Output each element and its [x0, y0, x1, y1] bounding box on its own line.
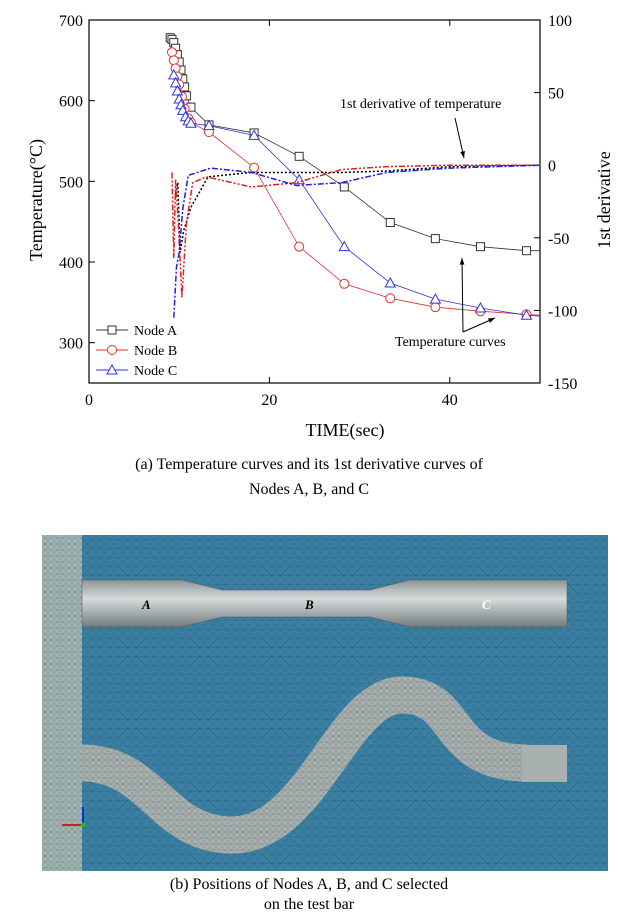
data-point	[167, 68, 180, 80]
y-tick-label: 700	[59, 13, 83, 30]
legend-marker	[107, 345, 117, 355]
data-point	[171, 84, 184, 96]
data-point	[185, 117, 197, 128]
arrow-head	[459, 258, 465, 265]
data-point	[474, 301, 487, 313]
x-tick-label: 20	[261, 392, 277, 409]
data-point	[249, 162, 260, 173]
data-point	[385, 217, 395, 227]
y2-tick-label: -50	[548, 231, 569, 248]
series-line-4	[171, 164, 540, 298]
caption-a-line2: Nodes A, B, and C	[249, 481, 369, 498]
data-point	[294, 151, 304, 161]
caption-a-line1: (a) Temperature curves and its 1st deriv…	[135, 456, 483, 473]
x-axis-label: TIME(sec)	[306, 420, 385, 441]
data-point	[384, 276, 397, 288]
series-line-1	[171, 52, 541, 316]
legend-label: Node A	[134, 324, 178, 339]
data-point	[429, 293, 442, 304]
annotation-temperature: Temperature curves	[395, 335, 506, 350]
y2-tick-label: 50	[548, 86, 564, 103]
caption-b-line1: (b) Positions of Nodes A, B, and C selec…	[169, 876, 449, 893]
y-tick-label: 500	[59, 174, 83, 191]
x-tick-label: 0	[85, 392, 93, 409]
data-point	[294, 241, 305, 252]
data-point	[521, 246, 531, 256]
data-point	[430, 234, 440, 244]
y2-tick-label: -100	[548, 303, 577, 320]
arrow-head	[460, 151, 465, 158]
y2-axis-label: 1st derivative	[594, 151, 614, 248]
legend-label: Node B	[134, 344, 177, 359]
data-point	[520, 309, 533, 320]
annotation-arrow	[454, 117, 465, 159]
y-tick-label: 400	[59, 255, 83, 272]
data-point	[248, 129, 260, 140]
test-bar	[81, 579, 568, 628]
y2-tick-label: 100	[548, 13, 572, 30]
node-label-a: A	[141, 597, 151, 612]
arrow-head	[488, 318, 495, 323]
data-point	[166, 47, 177, 58]
y2-tick-label: -150	[548, 376, 577, 393]
y-tick-label: 600	[59, 94, 83, 111]
y2-tick-label: 0	[548, 158, 556, 175]
data-point	[169, 76, 182, 88]
data-point	[475, 242, 485, 252]
legend-marker	[107, 325, 117, 335]
legend-marker	[106, 363, 118, 375]
temperature-chart: 0 20 40 300 400 500 600 700 -150 -100 -50 0 50 100 TIM…	[26, 13, 614, 441]
x-tick-label: 40	[442, 392, 458, 409]
node-label-c: C	[482, 597, 491, 612]
node-label-b: B	[304, 597, 314, 612]
data-point	[203, 119, 215, 131]
data-point	[338, 240, 351, 252]
y-axis-label: Temperature(°C)	[26, 139, 47, 261]
axis-triad-icon	[62, 807, 86, 828]
legend-label: Node C	[134, 364, 177, 379]
plot-frame	[88, 19, 541, 384]
annotation-arrow	[461, 257, 464, 333]
data-point	[430, 302, 441, 313]
data-point	[339, 182, 349, 192]
y-tick-label: 300	[59, 336, 83, 353]
data-point	[168, 55, 179, 66]
data-point	[339, 278, 350, 289]
data-point	[385, 293, 396, 304]
series-line-0	[169, 37, 540, 252]
series-line-5	[173, 164, 541, 318]
annotation-derivative: 1st derivative of temperature	[340, 97, 501, 112]
mesh-image: A B C	[42, 535, 608, 871]
caption-b-line2: on the test bar	[263, 896, 355, 913]
